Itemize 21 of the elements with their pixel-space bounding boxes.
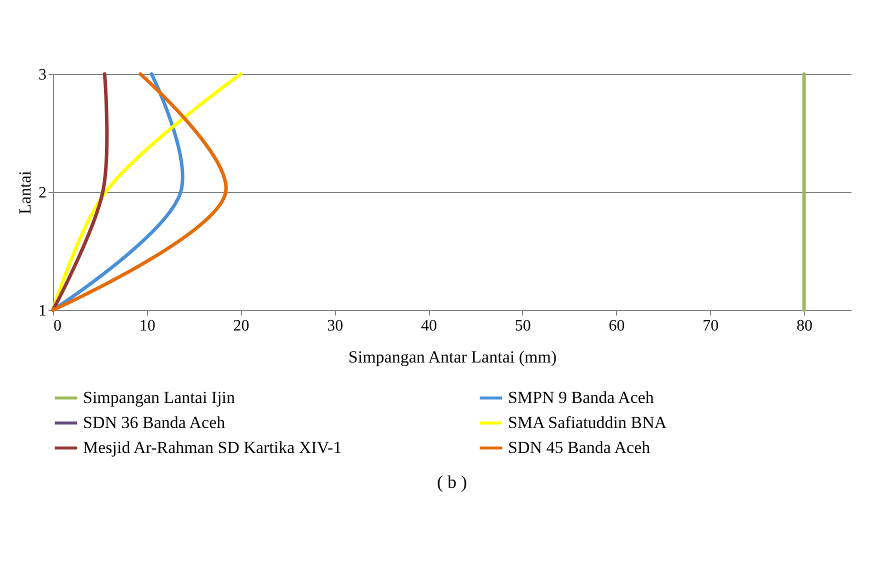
legend-label: Simpangan Lantai Ijin — [83, 388, 236, 407]
legend-label: SMPN 9 Banda Aceh — [508, 388, 654, 407]
x-tick-label: 80 — [796, 318, 813, 334]
x-tick-label: 70 — [702, 318, 719, 334]
x-tick-label: 20 — [233, 318, 250, 334]
legend-label: SMA Safiatuddin BNA — [508, 413, 668, 432]
x-axis-title: Simpangan Antar Lantai (mm) — [348, 348, 557, 366]
y-tick-label: 1 — [38, 302, 46, 320]
legend-label: SDN 45 Banda Aceh — [508, 438, 651, 457]
x-tick-label: 0 — [54, 318, 62, 334]
legend-label: Mesjid Ar-Rahman SD Kartika XIV-1 — [83, 438, 342, 457]
x-tick-label: 30 — [327, 318, 344, 334]
x-tick-label: 60 — [608, 318, 625, 334]
legend-label: SDN 36 Banda Aceh — [83, 413, 226, 432]
x-tick-label: 10 — [139, 318, 156, 334]
x-tick-label: 50 — [514, 318, 531, 334]
y-axis-title: Lantai — [16, 170, 34, 214]
x-tick-label: 40 — [421, 318, 438, 334]
text: ( b ) — [437, 472, 467, 492]
y-tick-label: 3 — [38, 66, 46, 84]
y-tick-label: 2 — [38, 184, 46, 202]
